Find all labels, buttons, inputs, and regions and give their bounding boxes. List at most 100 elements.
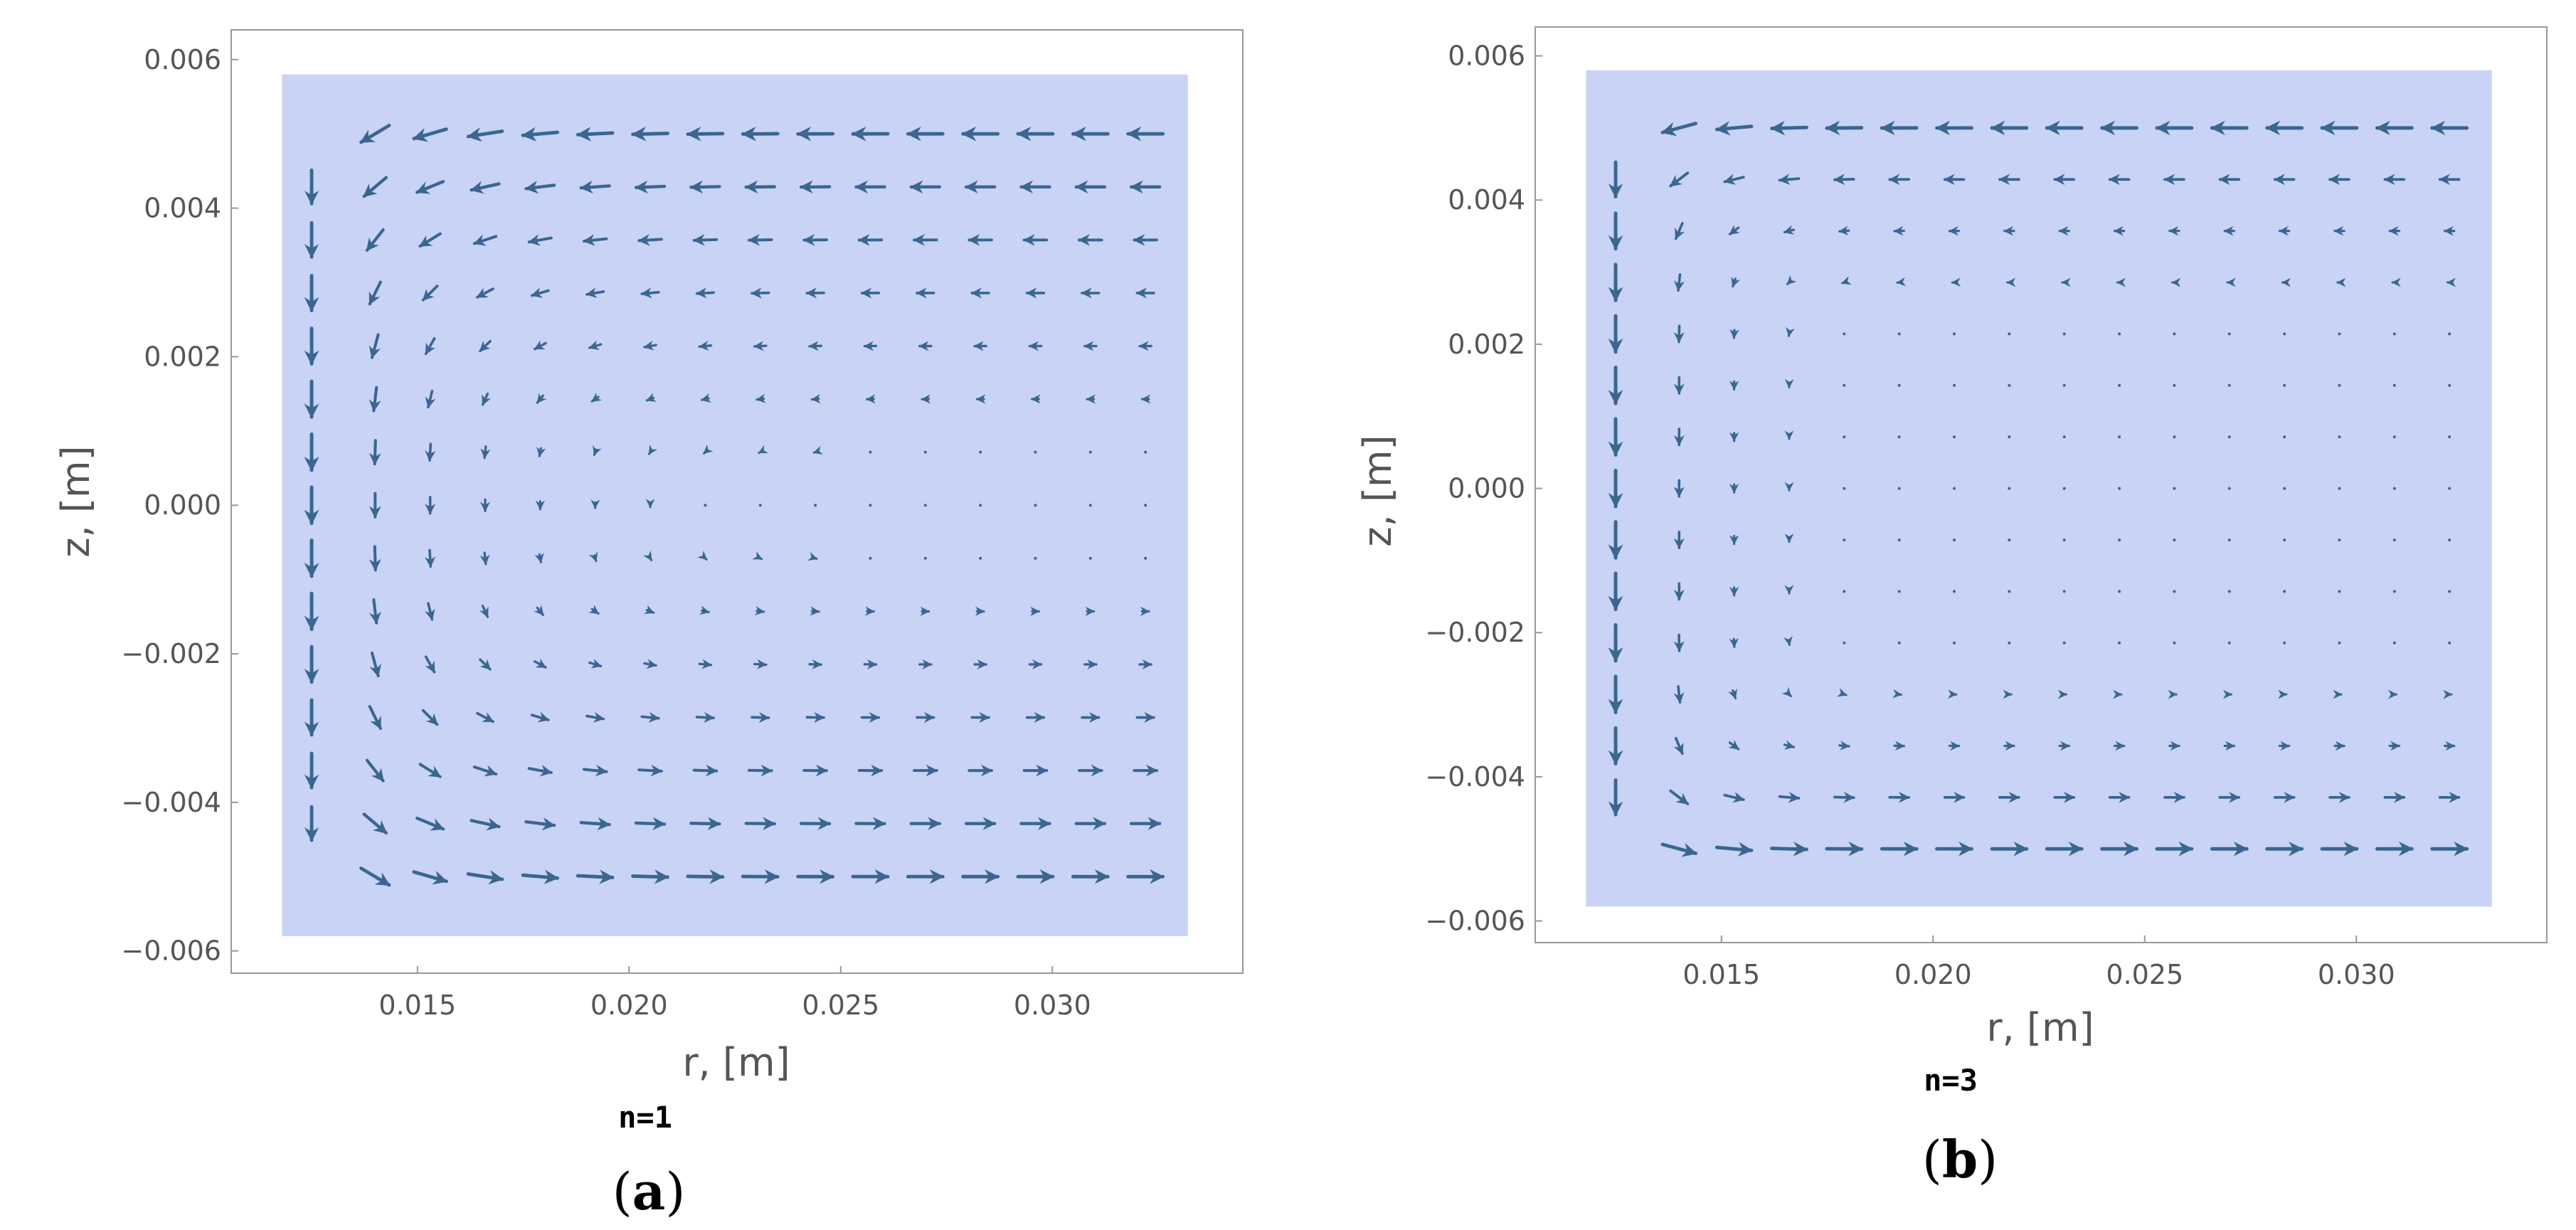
vector-arrow [576, 869, 615, 884]
vector-arrow [1731, 276, 1741, 288]
domain-region [1586, 70, 2492, 907]
vector-dot [2448, 538, 2452, 541]
vector-arrow [751, 711, 770, 723]
vector-arrow [1781, 686, 1792, 698]
vector-dot [2338, 435, 2341, 439]
vector-arrow [1728, 688, 1737, 700]
vector-dot [1144, 450, 1147, 454]
vector-dot [2008, 538, 2011, 541]
vector-arrow [747, 764, 773, 777]
vector-arrow [692, 764, 719, 777]
vector-dot [2227, 435, 2231, 439]
y-tick-label: −0.002 [1425, 617, 1525, 648]
vector-dot [1034, 556, 1037, 560]
y-tick-label: 0.004 [1448, 184, 1525, 216]
y-tick-label: −0.004 [1425, 761, 1525, 792]
vector-arrow [476, 287, 494, 299]
panel-a-plot: 0.015 0.020 0.025 0.030 −0.006 −0.004 −0.002 0… [53, 29, 1244, 1221]
vector-arrow [810, 393, 821, 404]
y-tick-label: −0.006 [121, 935, 221, 967]
vector-dot [1144, 556, 1147, 560]
x-tick-label: 0.020 [590, 990, 668, 1021]
x-tick-label: 0.025 [2106, 959, 2183, 990]
vector-arrow [744, 817, 776, 830]
vector-dot [2283, 487, 2286, 490]
vector-arrow [418, 232, 442, 248]
vector-arrow [421, 709, 439, 726]
vector-dot [923, 504, 927, 507]
vector-arrow [1892, 689, 1902, 699]
vector-dot [1088, 504, 1092, 507]
vector-arrow [689, 817, 721, 830]
vector-arrow [1669, 171, 1690, 188]
vector-dot [869, 450, 872, 454]
vector-arrow [588, 340, 603, 350]
vector-arrow [1786, 275, 1797, 285]
vector-dot [1897, 590, 1901, 593]
vector-arrow [480, 445, 491, 460]
y-axis-label: z, [m] [1355, 435, 1400, 546]
vector-dot [923, 556, 927, 560]
vector-arrow [695, 711, 715, 723]
n-label: n=1 [618, 1100, 672, 1135]
vector-arrow [470, 817, 501, 831]
vector-arrow [472, 765, 498, 777]
vector-dot [2227, 538, 2231, 541]
y-tick-label: −0.002 [121, 638, 221, 669]
vector-dot [1953, 435, 1956, 439]
vector-arrow [1714, 121, 1754, 136]
vector-dot [1897, 435, 1901, 439]
vector-arrow [1674, 222, 1685, 240]
vector-arrow [643, 340, 657, 351]
vector-arrow [703, 444, 714, 455]
vector-arrow [1660, 842, 1698, 857]
vector-arrow [359, 124, 391, 144]
vector-dot [869, 556, 872, 560]
vector-arrow [369, 439, 381, 466]
panel-caption: (a) [613, 1161, 686, 1221]
vector-dot [1897, 332, 1901, 336]
vector-dot [1953, 332, 1956, 336]
vector-dot [2448, 383, 2452, 387]
vector-dot [2338, 383, 2341, 387]
vector-arrow [631, 869, 669, 884]
vector-dot [2448, 487, 2452, 490]
vector-dot [869, 504, 872, 507]
vector-arrow [588, 551, 598, 563]
vector-arrow [1783, 635, 1793, 646]
y-tick-label: 0.002 [1448, 329, 1525, 360]
vector-arrow [1660, 122, 1698, 137]
vector-dot [1953, 487, 1956, 490]
vector-arrow [582, 764, 608, 777]
vector-dot [2062, 332, 2066, 336]
y-tick-label: 0.004 [144, 193, 221, 224]
vector-arrow [698, 659, 713, 669]
vector-dot [923, 450, 927, 454]
vector-dot [1897, 641, 1901, 645]
vector-arrow [424, 336, 436, 356]
x-axis-label: r, [m] [1986, 1005, 2094, 1050]
vector-dot [2338, 538, 2341, 541]
vector-arrow [534, 553, 544, 563]
vector-dot [2283, 641, 2286, 645]
vector-arrow [593, 445, 602, 456]
vector-arrow [582, 234, 608, 246]
vector-dot [2008, 435, 2011, 439]
vector-arrow [642, 551, 653, 561]
vector-arrow [1786, 327, 1795, 337]
vector-dot [2173, 590, 2176, 593]
vector-arrow [1778, 174, 1801, 186]
vector-arrow [810, 606, 820, 616]
vector-arrow [466, 870, 504, 885]
vector-dot [1034, 450, 1037, 454]
vector-dot [1843, 590, 1846, 593]
y-axis-ticks: −0.006 −0.004 −0.002 0.000 0.002 0.004 0.006 [121, 44, 238, 967]
vector-arrow [412, 870, 448, 885]
vector-dot [1843, 435, 1846, 439]
vector-arrow [1838, 226, 1850, 235]
vector-dot [1144, 504, 1147, 507]
vector-arrow [579, 817, 611, 831]
vector-arrow [534, 605, 545, 616]
vector-arrow [756, 393, 766, 403]
vector-dot [2392, 332, 2396, 336]
